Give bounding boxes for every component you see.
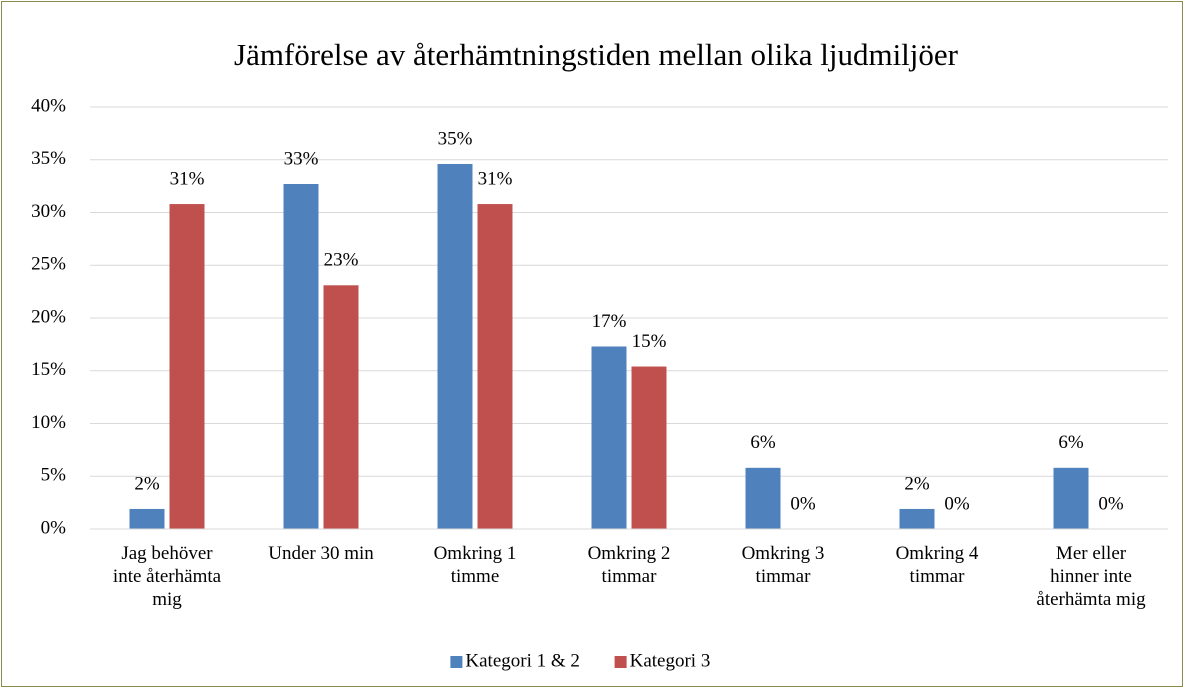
legend-label: Kategori 3	[630, 650, 711, 671]
data-label: 17%	[592, 311, 627, 332]
data-label: 31%	[478, 168, 513, 189]
bar	[437, 163, 473, 529]
data-label: 0%	[944, 493, 970, 514]
x-tick-label: Under 30 min	[268, 543, 374, 564]
data-label: 15%	[632, 331, 667, 352]
bar	[283, 184, 319, 529]
bar	[323, 285, 359, 529]
legend-swatch	[450, 656, 463, 668]
x-tick-label: Omkring 1 timme	[433, 543, 517, 587]
x-tick-label: Omkring 3 timmar	[741, 543, 825, 587]
y-tick-label: 30%	[31, 201, 66, 222]
chart-title: Jämförelse av återhämtningstiden mellan …	[234, 37, 959, 72]
x-tick-label: Jag behöver inte återhämta mig	[112, 543, 222, 610]
x-tick-label: Omkring 2 timmar	[587, 543, 671, 587]
data-label: 33%	[284, 148, 319, 169]
data-label: 0%	[790, 493, 816, 514]
bar	[1053, 467, 1089, 529]
y-tick-label: 35%	[31, 148, 66, 169]
x-tick-label: Mer eller hinner inte återhämta mig	[1036, 543, 1146, 610]
x-tick-label: Omkring 4 timmar	[895, 543, 979, 587]
data-label: 2%	[904, 473, 930, 494]
bar	[591, 346, 627, 529]
bar	[169, 204, 205, 529]
data-label: 35%	[438, 128, 473, 149]
y-tick-label: 25%	[31, 254, 66, 275]
y-tick-label: 0%	[41, 517, 67, 538]
data-label: 31%	[170, 168, 205, 189]
y-tick-label: 10%	[31, 412, 66, 433]
y-tick-label: 20%	[31, 306, 66, 327]
y-tick-label: 5%	[41, 465, 67, 486]
data-label: 6%	[1058, 432, 1084, 453]
data-label: 0%	[1098, 493, 1124, 514]
bar	[129, 508, 165, 529]
data-label: 2%	[134, 473, 160, 494]
bar	[745, 467, 781, 529]
bar	[899, 508, 935, 529]
data-label: 23%	[324, 250, 359, 271]
data-label: 6%	[750, 432, 776, 453]
bar	[631, 366, 667, 529]
bar	[477, 204, 513, 529]
legend-swatch	[614, 656, 627, 668]
y-tick-label: 40%	[31, 95, 66, 116]
legend-label: Kategori 1 & 2	[465, 650, 580, 671]
y-tick-label: 15%	[31, 359, 66, 380]
